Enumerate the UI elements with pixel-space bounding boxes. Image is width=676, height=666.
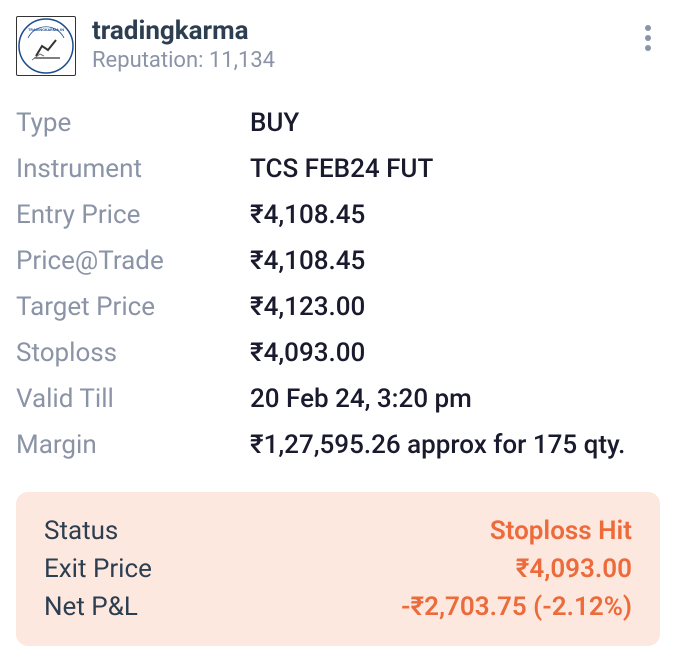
trade-details: Type BUY Instrument TCS FEB24 FUT Entry …	[16, 100, 660, 468]
instrument-label: Instrument	[16, 154, 250, 184]
detail-row-target-price: Target Price ₹4,123.00	[16, 284, 660, 330]
stoploss-label: Stoploss	[16, 338, 250, 368]
user-info: tradingkarma Reputation: 11,134	[92, 16, 636, 73]
card-header: TRADINGKARMA.IN tradingkarma Reputation:…	[16, 16, 660, 76]
price-at-trade-label: Price@Trade	[16, 246, 250, 276]
valid-till-label: Valid Till	[16, 384, 250, 414]
detail-row-price-at-trade: Price@Trade ₹4,108.45	[16, 238, 660, 284]
status-row-status: Status Stoploss Hit	[44, 512, 632, 550]
status-value: Stoploss Hit	[490, 516, 632, 546]
detail-row-stoploss: Stoploss ₹4,093.00	[16, 330, 660, 376]
detail-row-entry-price: Entry Price ₹4,108.45	[16, 192, 660, 238]
pnl-value: -₹2,703.75 (-2.12%)	[401, 592, 632, 622]
more-options-icon[interactable]	[636, 16, 660, 64]
type-value: BUY	[250, 108, 299, 138]
stoploss-value: ₹4,093.00	[250, 338, 365, 368]
price-at-trade-value: ₹4,108.45	[250, 246, 365, 276]
svg-text:TRADINGKARMA.IN: TRADINGKARMA.IN	[28, 27, 64, 32]
detail-row-valid-till: Valid Till 20 Feb 24, 3:20 pm	[16, 376, 660, 422]
instrument-value: TCS FEB24 FUT	[250, 154, 433, 184]
status-label: Status	[44, 516, 118, 546]
username[interactable]: tradingkarma	[92, 16, 636, 46]
status-row-pnl: Net P&L -₹2,703.75 (-2.12%)	[44, 588, 632, 626]
exit-price-label: Exit Price	[44, 554, 152, 584]
exit-price-value: ₹4,093.00	[516, 554, 632, 584]
detail-row-instrument: Instrument TCS FEB24 FUT	[16, 146, 660, 192]
margin-label: Margin	[16, 430, 250, 460]
pnl-label: Net P&L	[44, 592, 138, 622]
reputation: Reputation: 11,134	[92, 48, 636, 73]
status-row-exit-price: Exit Price ₹4,093.00	[44, 550, 632, 588]
target-price-label: Target Price	[16, 292, 250, 322]
detail-row-type: Type BUY	[16, 100, 660, 146]
valid-till-value: 20 Feb 24, 3:20 pm	[250, 384, 472, 414]
detail-row-margin: Margin ₹1,27,595.26 approx for 175 qty.	[16, 422, 660, 468]
avatar-logo-icon: TRADINGKARMA.IN	[18, 18, 74, 74]
entry-price-value: ₹4,108.45	[250, 200, 365, 230]
target-price-value: ₹4,123.00	[250, 292, 365, 322]
user-avatar[interactable]: TRADINGKARMA.IN	[16, 16, 76, 76]
entry-price-label: Entry Price	[16, 200, 250, 230]
status-box: Status Stoploss Hit Exit Price ₹4,093.00…	[16, 492, 660, 646]
type-label: Type	[16, 108, 250, 138]
margin-value: ₹1,27,595.26 approx for 175 qty.	[250, 430, 625, 460]
